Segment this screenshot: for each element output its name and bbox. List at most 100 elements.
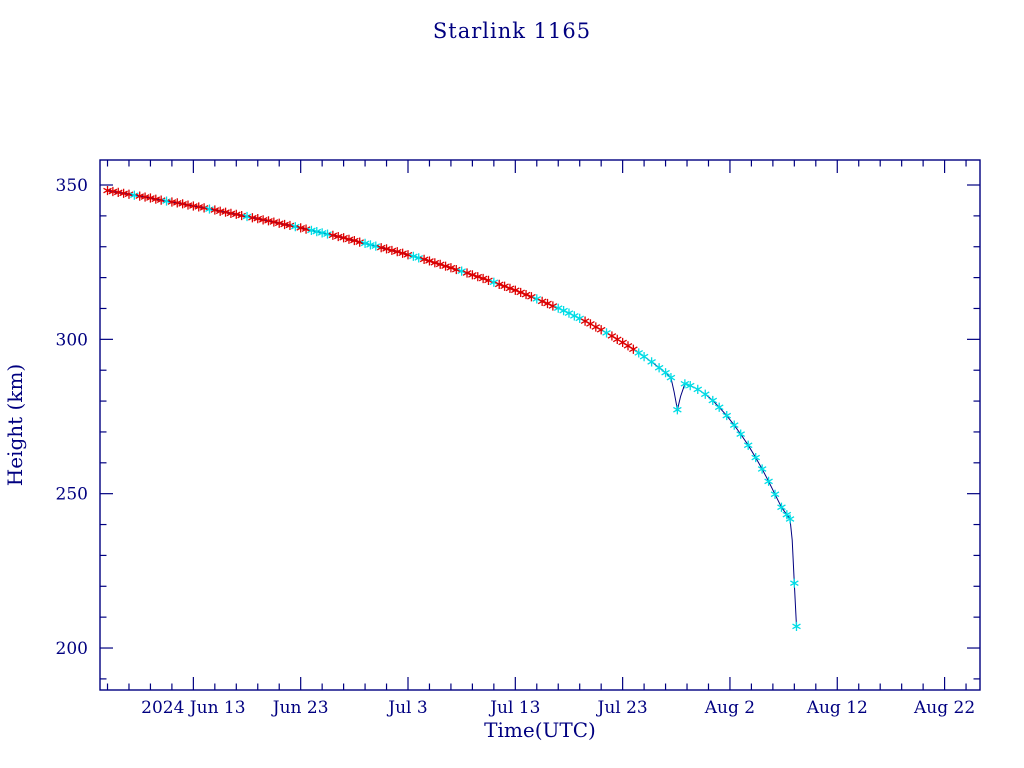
- x-tick-label: 2024 Jun 13: [141, 698, 245, 718]
- data-point-marker: [103, 185, 112, 196]
- data-point-marker: [516, 287, 525, 298]
- data-point-marker: [462, 268, 472, 278]
- data-point-marker: [473, 272, 483, 282]
- data-point-marker: [661, 368, 670, 378]
- height-decay-line: [107, 190, 797, 627]
- x-tick-label: Jul 3: [386, 698, 427, 718]
- data-point-marker: [124, 189, 134, 199]
- data-point-marker: [602, 328, 611, 338]
- chart-title: Starlink 1165: [433, 19, 591, 43]
- data-point-marker: [441, 261, 450, 271]
- data-point-marker: [291, 222, 300, 232]
- data-point-marker: [792, 621, 801, 632]
- data-point-marker: [140, 192, 150, 202]
- data-point-marker: [736, 429, 745, 439]
- data-point-marker: [785, 514, 795, 524]
- data-point-marker: [722, 410, 732, 421]
- data-point-marker: [790, 578, 799, 588]
- data-point-marker: [500, 281, 509, 291]
- data-point-marker: [770, 489, 780, 499]
- data-point-marker: [189, 201, 198, 211]
- data-point-marker: [130, 190, 139, 200]
- data-point-marker: [317, 228, 327, 238]
- data-point-marker: [248, 213, 257, 223]
- data-point-marker: [387, 245, 397, 256]
- x-tick-label: Aug 12: [806, 698, 868, 718]
- data-point-marker: [435, 259, 445, 269]
- data-point-marker: [468, 270, 477, 280]
- data-point-marker: [269, 217, 279, 227]
- data-point-marker: [612, 334, 622, 344]
- data-point-marker: [693, 384, 703, 394]
- data-point-marker: [457, 266, 466, 276]
- data-point-marker: [339, 233, 348, 243]
- data-point-marker: [757, 464, 767, 474]
- data-point-marker: [425, 256, 434, 266]
- data-point-marker: [505, 283, 515, 294]
- data-point-marker: [301, 224, 311, 234]
- data-point-marker: [231, 209, 241, 219]
- data-point-marker: [451, 264, 461, 275]
- data-point-marker: [376, 243, 386, 253]
- data-point-marker: [253, 214, 263, 224]
- plot-frame: [99, 159, 981, 691]
- data-point-marker: [156, 195, 166, 205]
- data-point-marker: [629, 344, 638, 354]
- data-point-marker: [494, 279, 504, 289]
- data-point-marker: [489, 277, 499, 287]
- data-point-marker: [333, 231, 343, 242]
- y-axis-label: Height (km): [3, 364, 27, 486]
- data-point-marker: [596, 325, 606, 335]
- data-point-marker: [591, 322, 601, 332]
- data-point-marker: [685, 381, 695, 391]
- axis-ticks: [100, 160, 980, 690]
- x-axis-label: Time(UTC): [484, 718, 596, 742]
- data-point-marker: [729, 420, 739, 430]
- data-point-marker: [430, 258, 440, 268]
- data-point-marker: [328, 230, 338, 240]
- data-point-marker: [108, 186, 118, 197]
- data-point-marker: [274, 218, 284, 228]
- data-point-marker: [777, 502, 786, 512]
- data-point-marker: [537, 296, 547, 306]
- data-point-marker: [215, 206, 225, 216]
- data-point-marker: [527, 292, 536, 302]
- data-point-marker: [398, 248, 407, 258]
- data-point-marker: [307, 225, 316, 235]
- x-tick-label: Aug 22: [913, 698, 975, 718]
- data-line: [107, 190, 797, 627]
- data-point-marker: [403, 250, 413, 260]
- data-point-marker: [221, 207, 230, 217]
- data-point-marker: [700, 389, 710, 399]
- data-point-marker: [484, 275, 493, 285]
- data-markers: [103, 185, 801, 632]
- data-point-marker: [296, 223, 305, 233]
- data-point-marker: [258, 215, 268, 225]
- data-point-marker: [618, 337, 627, 348]
- data-point-marker: [580, 316, 590, 326]
- data-point-marker: [113, 187, 123, 198]
- data-point-marker: [344, 234, 354, 244]
- data-point-marker: [409, 251, 418, 261]
- data-point-marker: [210, 205, 220, 215]
- data-point-marker: [226, 208, 236, 219]
- data-point-marker: [414, 253, 424, 263]
- data-point-marker: [666, 373, 676, 383]
- data-point-marker: [172, 198, 182, 208]
- data-point-marker: [183, 200, 193, 210]
- data-point-marker: [586, 319, 595, 329]
- data-point-marker: [151, 194, 161, 204]
- data-point-marker: [360, 238, 370, 248]
- data-point-marker: [167, 197, 177, 207]
- data-point-marker: [708, 395, 718, 406]
- data-point-marker: [751, 452, 761, 463]
- data-point-marker: [285, 220, 295, 231]
- data-point-marker: [607, 331, 617, 341]
- y-tick-label: 300: [56, 330, 88, 350]
- y-tick-label: 250: [56, 485, 88, 505]
- data-point-marker: [205, 204, 214, 214]
- data-point-marker: [162, 196, 171, 206]
- data-point-marker: [355, 237, 365, 247]
